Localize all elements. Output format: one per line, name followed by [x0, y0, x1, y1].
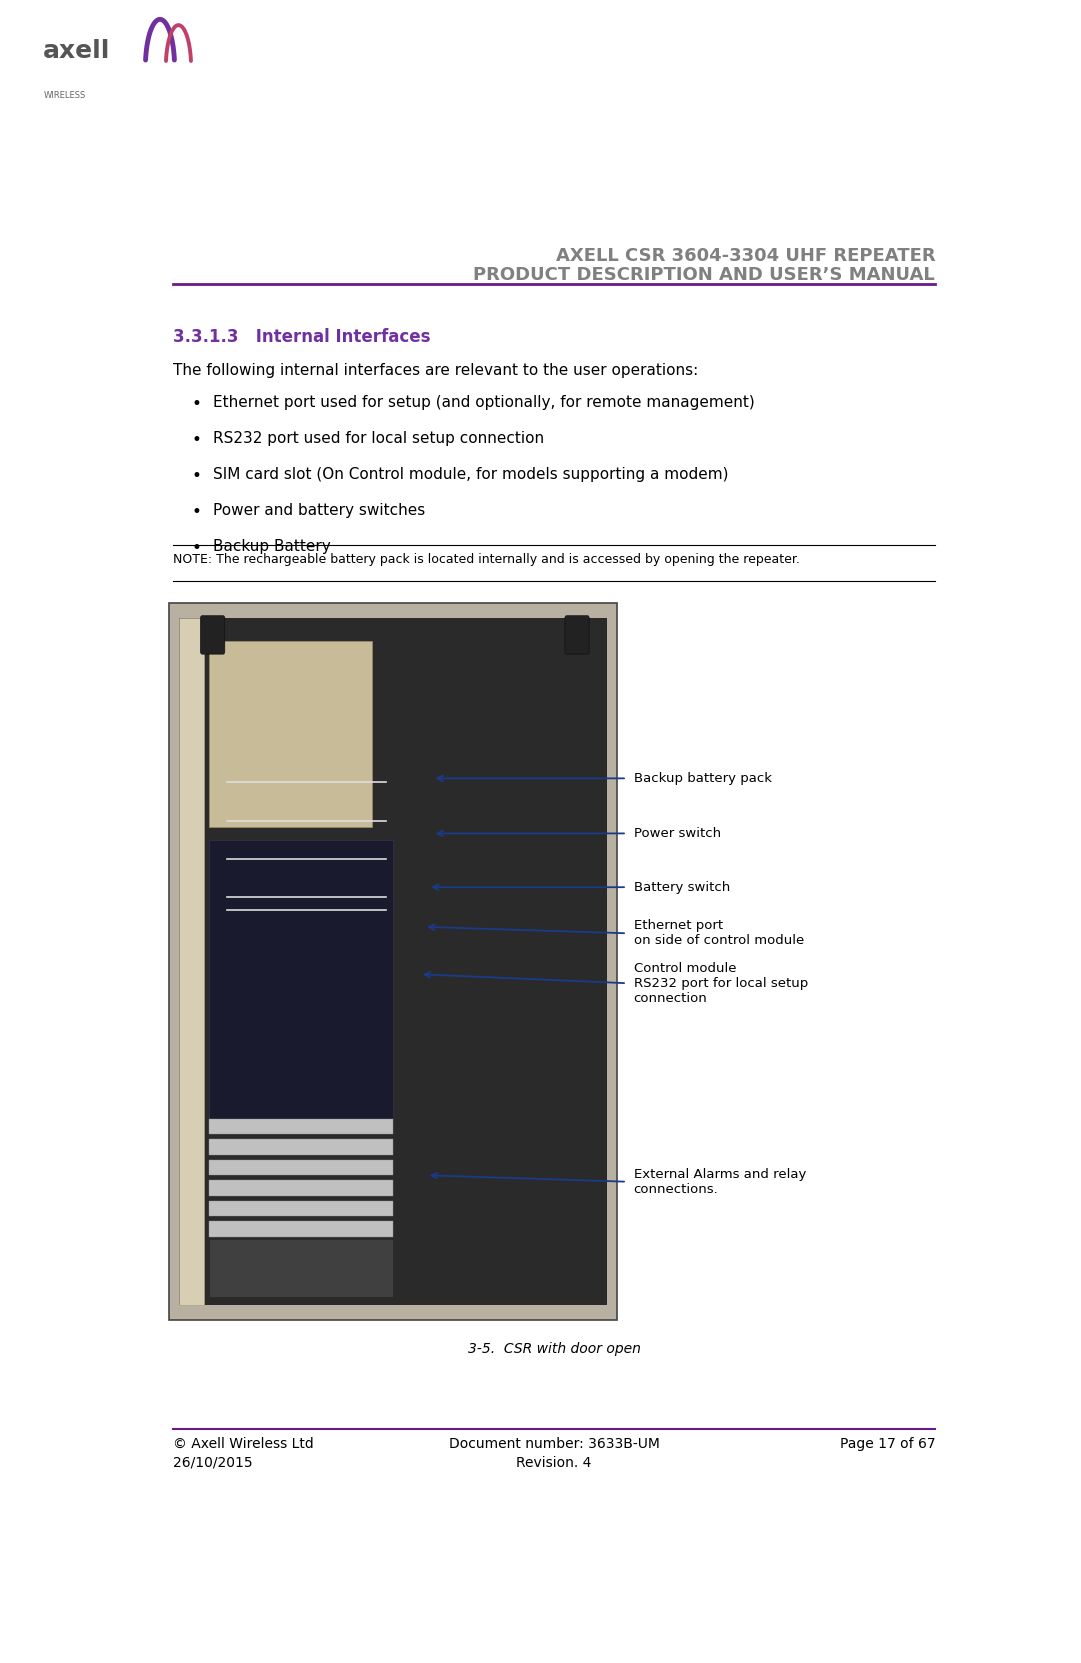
- Text: 3-5.  CSR with door open: 3-5. CSR with door open: [468, 1342, 640, 1355]
- FancyBboxPatch shape: [209, 1201, 393, 1216]
- Text: •: •: [191, 431, 201, 449]
- Text: NOTE: The rechargeable battery pack is located internally and is accessed by ope: NOTE: The rechargeable battery pack is l…: [173, 554, 800, 565]
- FancyBboxPatch shape: [209, 1161, 393, 1176]
- Text: Page 17 of 67: Page 17 of 67: [840, 1437, 935, 1450]
- Text: Ethernet port
on side of control module: Ethernet port on side of control module: [633, 920, 804, 948]
- FancyBboxPatch shape: [209, 1239, 393, 1297]
- Text: RS232 port used for local setup connection: RS232 port used for local setup connecti…: [213, 431, 544, 446]
- Text: Control module
RS232 port for local setup
connection: Control module RS232 port for local setu…: [633, 961, 808, 1004]
- FancyBboxPatch shape: [200, 615, 225, 654]
- Text: 3.3.1.3   Internal Interfaces: 3.3.1.3 Internal Interfaces: [173, 328, 430, 346]
- Text: •: •: [191, 396, 201, 414]
- Text: axell: axell: [43, 38, 110, 63]
- Text: PRODUCT DESCRIPTION AND USER’S MANUAL: PRODUCT DESCRIPTION AND USER’S MANUAL: [473, 266, 935, 284]
- FancyBboxPatch shape: [209, 642, 372, 827]
- FancyBboxPatch shape: [178, 619, 204, 1305]
- Text: •: •: [191, 502, 201, 521]
- Text: 26/10/2015: 26/10/2015: [173, 1455, 253, 1470]
- FancyBboxPatch shape: [209, 1221, 393, 1237]
- Text: Power switch: Power switch: [633, 827, 721, 840]
- Text: The following internal interfaces are relevant to the user operations:: The following internal interfaces are re…: [173, 364, 698, 379]
- Text: AXELL CSR 3604-3304 UHF REPEATER: AXELL CSR 3604-3304 UHF REPEATER: [556, 246, 935, 264]
- FancyBboxPatch shape: [169, 604, 617, 1320]
- Text: Backup Battery: Backup Battery: [213, 539, 331, 554]
- Text: SIM card slot (On Control module, for models supporting a modem): SIM card slot (On Control module, for mo…: [213, 467, 729, 482]
- FancyBboxPatch shape: [209, 1139, 393, 1154]
- FancyBboxPatch shape: [209, 1181, 393, 1196]
- FancyBboxPatch shape: [565, 615, 589, 654]
- Text: Power and battery switches: Power and battery switches: [213, 502, 425, 519]
- Text: © Axell Wireless Ltd: © Axell Wireless Ltd: [173, 1437, 313, 1450]
- Text: Revision. 4: Revision. 4: [517, 1455, 591, 1470]
- Text: WIRELESS: WIRELESS: [43, 91, 85, 100]
- Text: Backup battery pack: Backup battery pack: [633, 772, 772, 785]
- Text: External Alarms and relay
connections.: External Alarms and relay connections.: [633, 1167, 806, 1196]
- Text: Document number: 3633B-UM: Document number: 3633B-UM: [449, 1437, 659, 1450]
- Text: Ethernet port used for setup (and optionally, for remote management): Ethernet port used for setup (and option…: [213, 396, 755, 411]
- Text: •: •: [191, 539, 201, 557]
- FancyBboxPatch shape: [209, 840, 393, 1121]
- FancyBboxPatch shape: [178, 619, 606, 1305]
- Text: •: •: [191, 467, 201, 486]
- Text: Battery switch: Battery switch: [633, 881, 730, 893]
- FancyBboxPatch shape: [209, 1119, 393, 1134]
